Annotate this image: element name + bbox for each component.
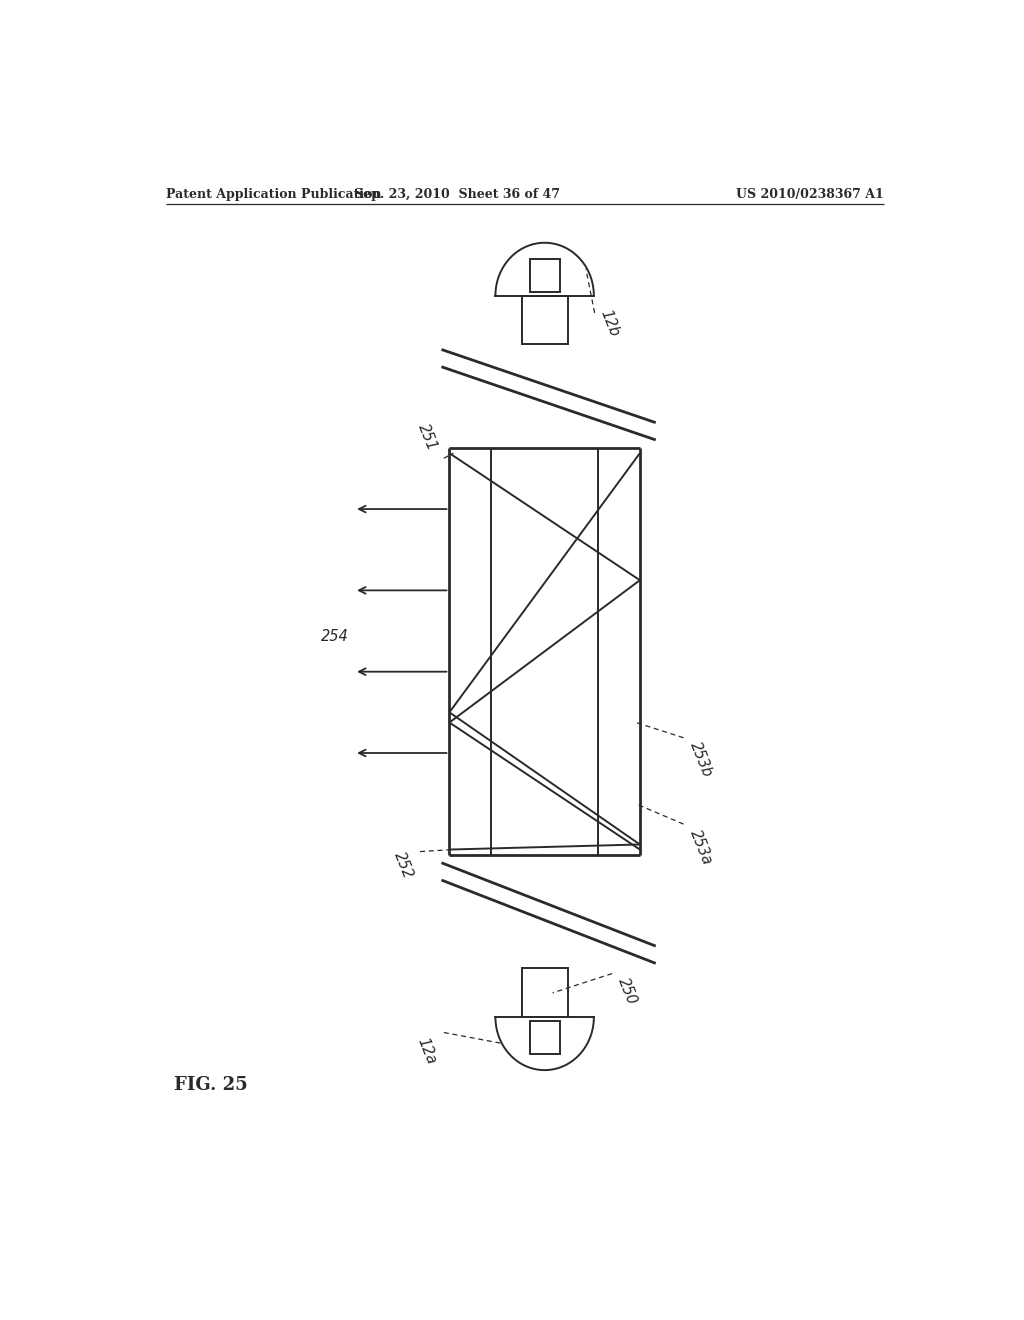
Text: Patent Application Publication: Patent Application Publication	[166, 189, 382, 202]
Text: FIG. 25: FIG. 25	[174, 1076, 248, 1094]
Bar	[521, 296, 567, 345]
Text: Sep. 23, 2010  Sheet 36 of 47: Sep. 23, 2010 Sheet 36 of 47	[354, 189, 560, 202]
Text: 253a: 253a	[687, 828, 715, 867]
Text: 12a: 12a	[415, 1036, 439, 1067]
Text: 253b: 253b	[687, 739, 715, 780]
Text: 12b: 12b	[598, 308, 623, 339]
Text: US 2010/0238367 A1: US 2010/0238367 A1	[736, 189, 884, 202]
Text: 251: 251	[416, 422, 440, 453]
Text: 252: 252	[391, 850, 416, 880]
Bar	[529, 259, 560, 292]
Text: 254: 254	[321, 628, 348, 644]
Bar	[521, 969, 567, 1018]
Text: 250: 250	[615, 975, 640, 1007]
Bar	[529, 1022, 560, 1053]
